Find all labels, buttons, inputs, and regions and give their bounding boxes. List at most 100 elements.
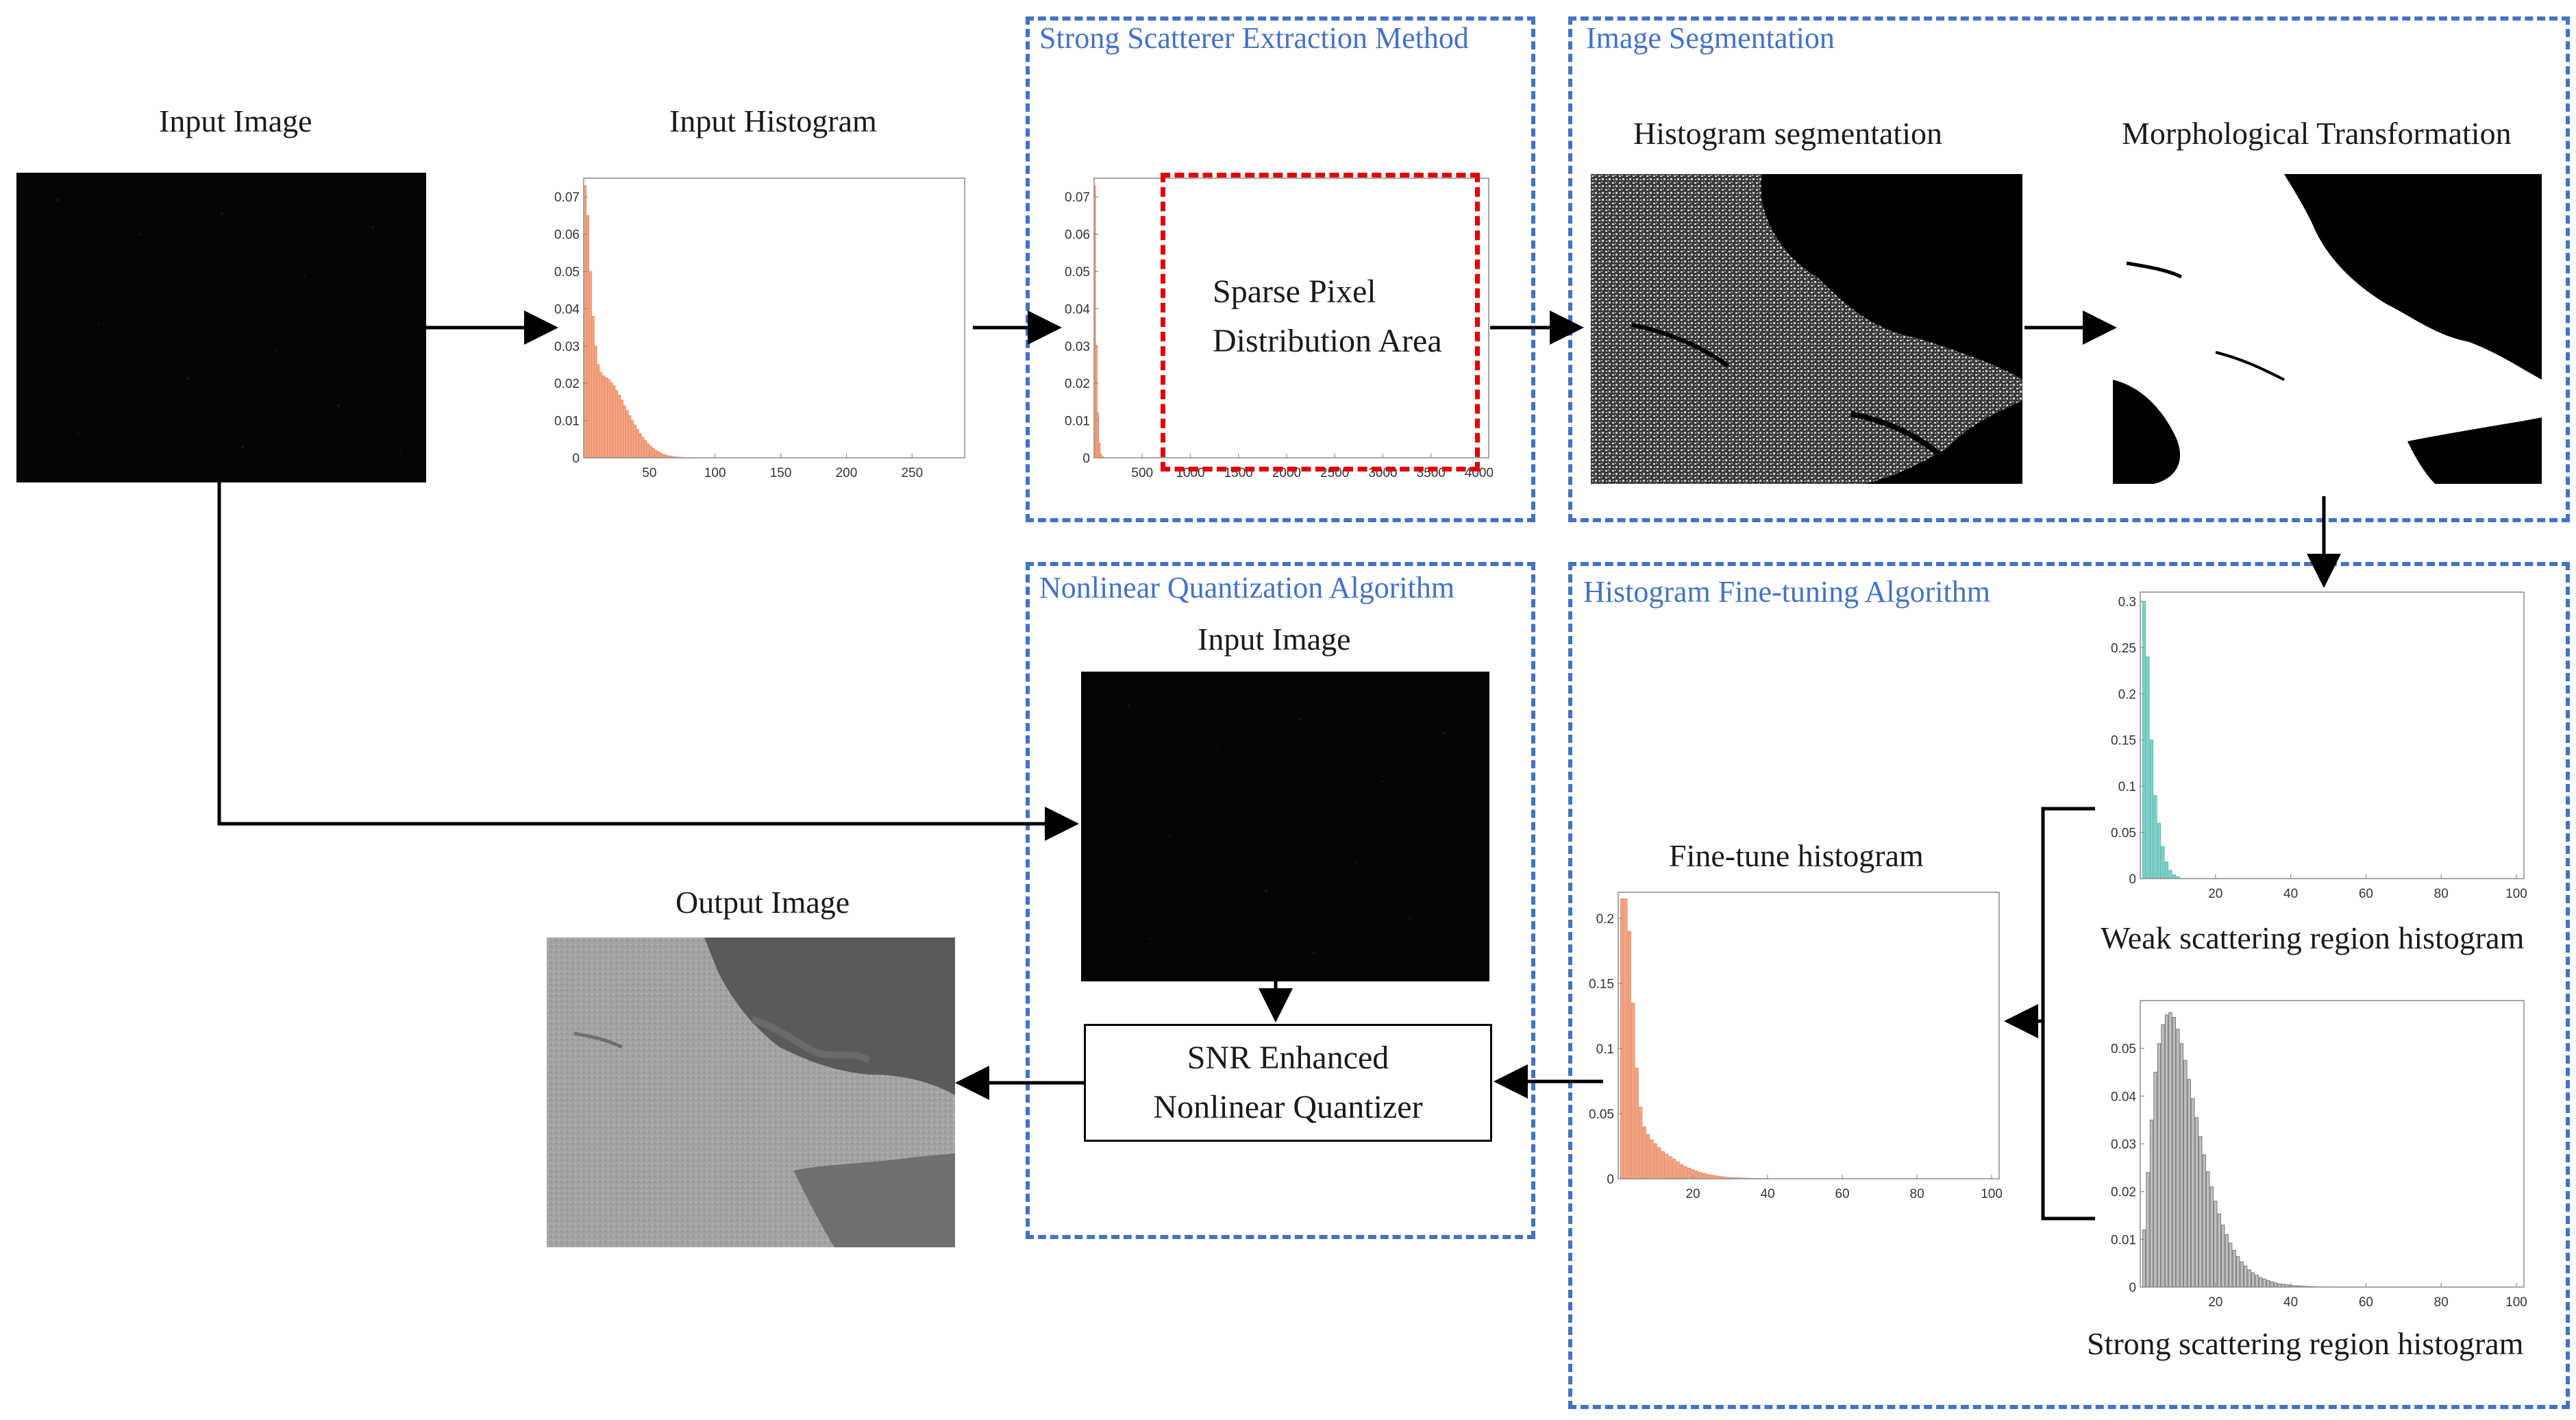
input-image	[16, 173, 426, 482]
input_histogram-xtick-label: 150	[770, 466, 792, 480]
morphological-transformation-art	[2113, 174, 2542, 484]
fine_tune_histogram-xtick-label: 100	[1981, 1187, 2003, 1201]
histogram-segmentation-label: Histogram segmentation	[1633, 116, 1942, 151]
strong_scatterer_histogram-y0-label: 0	[1082, 452, 1090, 466]
weak_scattering_histogram-frame	[2140, 591, 2525, 879]
fine-tune-histogram-label: Fine-tune histogram	[1669, 838, 1924, 873]
strong_scattering_histogram-ytick-label: 0.04	[2111, 1090, 2136, 1104]
section-title-image-segmentation: Image Segmentation	[1586, 21, 1835, 55]
fine_tune_histogram-xtick-label: 40	[1760, 1187, 1774, 1201]
input-histogram-svg: 0.01 0.02 0.03 0.04 0.05 0.06 0.07 0 50 100 150 200…	[554, 178, 965, 480]
input_histogram-ytick-label: 0.05	[554, 265, 580, 280]
strong_scattering_histogram-xtick-label: 100	[2505, 1295, 2527, 1310]
fine-tune-histogram-chart: 0.05 0.1 0.15 0.2 0 20 40 60 80 100	[1576, 884, 2007, 1213]
strong_scatterer_histogram-xtick-label: 500	[1131, 466, 1153, 480]
fine_tune_histogram-ytick-label: 0.2	[1596, 912, 1614, 927]
weak_scattering_histogram-ytick-label: 0.3	[2118, 595, 2136, 609]
input_histogram-ytick-label: 0.04	[554, 302, 580, 317]
strong_scatterer_histogram-ytick-label: 0.05	[1065, 265, 1090, 280]
snr-quantizer-line1: SNR Enhanced	[1187, 1040, 1389, 1076]
morphological-transformation-label: Morphological Transformation	[2122, 116, 2512, 151]
strong_scatterer_histogram-ytick-label: 0.02	[1065, 377, 1090, 391]
fine_tune_histogram-ytick-label: 0.15	[1589, 977, 1614, 992]
strong-scattering-histogram-svg: 0.01 0.02 0.03 0.04 0.05 0 20 40 60 80 100	[2111, 1000, 2527, 1310]
weak-scattering-histogram-svg: 0.05 0.1 0.15 0.2 0.25 0.3 0 20 40 60 80 100	[2111, 591, 2527, 901]
fine-tune-histogram-svg: 0.05 0.1 0.15 0.2 0 20 40 60 80 100	[1589, 892, 2003, 1201]
histogram-segmentation-art	[1591, 174, 2022, 484]
strong_scattering_histogram-xtick-label: 80	[2434, 1295, 2449, 1310]
weak_scattering_histogram-ytick-label: 0.15	[2111, 734, 2136, 748]
section-histogram-finetuning-box	[1568, 562, 2570, 1409]
input_histogram-xtick-label: 100	[704, 466, 726, 480]
nq-input-image	[1081, 672, 1489, 981]
section-nonlinear-quantization-box	[1026, 562, 1535, 1239]
sparse-pixel-line2: Distribution Area	[1213, 323, 1442, 359]
strong_scatterer_histogram-ytick-label: 0.03	[1065, 340, 1090, 354]
strong_scattering_histogram-y0-label: 0	[2129, 1281, 2136, 1295]
strong_scatterer_histogram-ytick-label: 0.07	[1065, 191, 1090, 205]
fine_tune_histogram-y0-label: 0	[1607, 1173, 1614, 1187]
weak_scattering_histogram-xtick-label: 20	[2208, 887, 2222, 901]
weak_scattering_histogram-ytick-label: 0.05	[2111, 827, 2136, 841]
snr-quantizer-line2: Nonlinear Quantizer	[1153, 1089, 1423, 1125]
bracket-histograms	[2041, 807, 2095, 1221]
fine_tune_histogram-xtick-label: 80	[1910, 1187, 1924, 1201]
weak_scattering_histogram-xtick-label: 40	[2283, 887, 2298, 901]
input_histogram-frame	[583, 178, 965, 458]
weak_scattering_histogram-xtick-label: 60	[2359, 887, 2373, 901]
weak_scattering_histogram-y0-label: 0	[2129, 872, 2136, 887]
strong_scattering_histogram-xtick-label: 20	[2208, 1295, 2222, 1310]
weak_scattering_histogram-ytick-label: 0.25	[2111, 641, 2136, 656]
input_histogram-ytick-label: 0.01	[554, 415, 580, 429]
input_histogram-ytick-label: 0.07	[554, 191, 580, 205]
strong_scattering_histogram-ytick-label: 0.01	[2111, 1233, 2136, 1247]
strong_scatterer_histogram-ytick-label: 0.01	[1065, 415, 1090, 429]
strong_scatterer_histogram-ytick-label: 0.04	[1065, 302, 1090, 317]
weak_scattering_histogram-ytick-label: 0.2	[2118, 687, 2136, 702]
nq-input-image-noise	[1128, 705, 1446, 954]
sparse-pixel-area-box	[1161, 173, 1480, 472]
strong_scattering_histogram-ytick-label: 0.02	[2111, 1186, 2136, 1200]
input-image-label: Input Image	[159, 103, 312, 138]
weak_scattering_histogram-xtick-label: 100	[2505, 887, 2527, 901]
sparse-pixel-line1: Sparse Pixel	[1213, 273, 1376, 310]
input_histogram-xtick-label: 200	[836, 466, 858, 480]
weak-histogram-label: Weak scattering region histogram	[2101, 920, 2525, 955]
input_histogram-xtick-label: 50	[642, 466, 656, 480]
snr-quantizer-box	[1084, 1024, 1492, 1142]
strong_scattering_histogram-xtick-label: 60	[2359, 1295, 2373, 1310]
strong-scattering-histogram-chart: 0.01 0.02 0.03 0.04 0.05 0 20 40 60 80 100	[2098, 992, 2532, 1321]
strong_scattering_histogram-ytick-label: 0.03	[2111, 1138, 2136, 1152]
input-image-noise	[56, 199, 401, 455]
fine_tune_histogram-xtick-label: 60	[1835, 1187, 1849, 1201]
input-histogram-label: Input Histogram	[669, 103, 877, 138]
output-image-label: Output Image	[676, 885, 850, 920]
strong_scattering_histogram-ytick-label: 0.05	[2111, 1042, 2136, 1057]
input_histogram-ytick-label: 0.06	[554, 228, 580, 243]
section-title-strong-scatterer: Strong Scatterer Extraction Method	[1039, 21, 1469, 55]
input_histogram-y0-label: 0	[572, 452, 580, 466]
input_histogram-xtick-label: 250	[901, 466, 923, 480]
morphological-transformation-image	[2113, 174, 2542, 484]
fine_tune_histogram-xtick-label: 20	[1685, 1187, 1700, 1201]
fine_tune_histogram-ytick-label: 0.05	[1589, 1107, 1614, 1122]
strong_scattering_histogram-xtick-label: 40	[2283, 1295, 2298, 1310]
fine_tune_histogram-ytick-label: 0.1	[1596, 1042, 1614, 1057]
histogram-segmentation-image	[1591, 174, 2022, 484]
input_histogram-ytick-label: 0.02	[554, 377, 580, 391]
input_histogram-ytick-label: 0.03	[554, 340, 580, 354]
strong-histogram-label: Strong scattering region histogram	[2087, 1326, 2524, 1361]
weak-scattering-histogram-chart: 0.05 0.1 0.15 0.2 0.25 0.3 0 20 40 60 80 100	[2098, 584, 2532, 913]
nq-input-image-label: Input Image	[1198, 622, 1351, 657]
strong_scatterer_histogram-frame	[1093, 178, 1489, 458]
section-title-histogram-finetuning: Histogram Fine-tuning Algorithm	[1583, 575, 1990, 609]
strong_scatterer_histogram-ytick-label: 0.06	[1065, 228, 1090, 243]
section-image-segmentation-box	[1568, 16, 2570, 522]
output-image	[547, 938, 955, 1247]
arrow-input-to-nq-image	[217, 482, 1079, 841]
weak_scattering_histogram-ytick-label: 0.1	[2118, 780, 2136, 794]
output-image-art	[547, 938, 955, 1247]
section-title-nonlinear-quantization: Nonlinear Quantization Algorithm	[1039, 571, 1455, 604]
